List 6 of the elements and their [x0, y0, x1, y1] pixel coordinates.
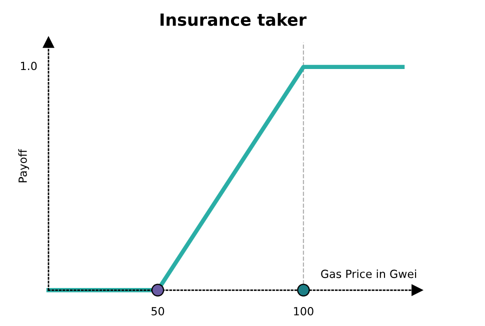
y-axis-title: Payoff — [18, 148, 30, 182]
x-tick-label: 50 — [152, 307, 164, 316]
x-axis-title: Gas Price in Gwei — [321, 269, 416, 278]
chart-title: Insurance taker — [160, 13, 307, 26]
text: 1.0 — [20, 62, 37, 70]
x-tick-label: 100 — [294, 307, 314, 316]
